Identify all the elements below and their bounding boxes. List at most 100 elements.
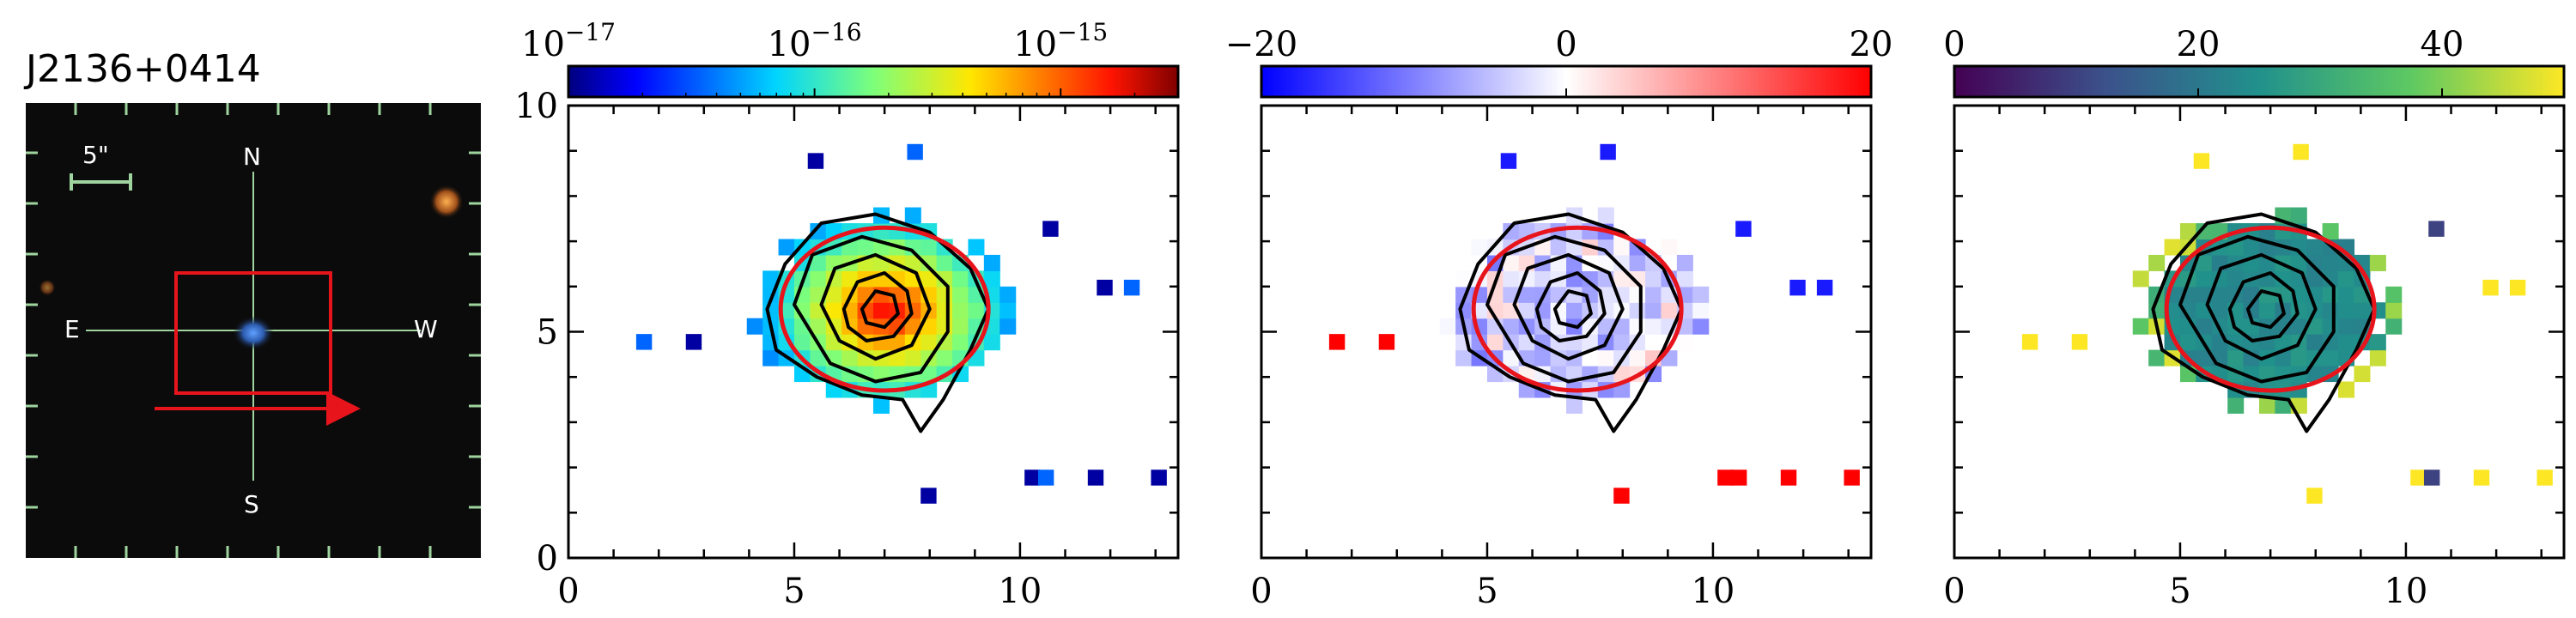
- compass-north: N: [243, 142, 261, 171]
- x-tick-label: 5: [783, 572, 805, 611]
- heatmap-pixel: [1582, 223, 1599, 240]
- heatmap-pixel: [1629, 334, 1646, 351]
- heatmap-pixel: [952, 318, 969, 335]
- heatmap-pixel: [936, 349, 953, 367]
- contour-line: [2205, 252, 2318, 361]
- heatmap-pixel: [857, 349, 874, 367]
- heatmap-pixel: [1582, 270, 1599, 288]
- x-tick-label: 10: [1691, 572, 1735, 611]
- heatmap-pixel: [2196, 270, 2213, 288]
- heatmap-pixel: [746, 318, 763, 335]
- heatmap-pixel: [1645, 318, 1662, 335]
- heatmap-pixel: [952, 302, 969, 319]
- stray-pixel: [2193, 153, 2210, 169]
- heatmap-pixel: [762, 302, 780, 319]
- heatmap-pixel: [2354, 366, 2371, 383]
- heatmap-pixel: [1629, 349, 1646, 367]
- heatmap-pixel: [2322, 334, 2339, 351]
- heatmap-pixel: [920, 254, 938, 271]
- compass-south: S: [244, 490, 259, 518]
- heatmap-pixel: [1455, 270, 1473, 288]
- heatmap-pixel: [1503, 270, 1520, 288]
- finder-star: [429, 185, 464, 219]
- heatmap-pixel: [1518, 302, 1535, 319]
- heatmap-pixel: [810, 270, 827, 288]
- heatmap-pixel: [1597, 349, 1614, 367]
- heatmap-pixel: [1676, 254, 1693, 271]
- finder-scale-label: 5": [82, 141, 109, 169]
- heatmap-pixel: [999, 302, 1017, 319]
- x-tick-label: 5: [2169, 572, 2190, 611]
- heatmap-pixel: [1629, 318, 1646, 335]
- stray-pixel: [2482, 279, 2499, 296]
- heatmap-pixel: [920, 270, 938, 288]
- heatmap-pixel: [968, 302, 985, 319]
- heatmap-pixel: [2306, 334, 2324, 351]
- heatmap-pixel: [2179, 223, 2196, 240]
- heatmap-pixel: [810, 223, 827, 240]
- heatmap-pixel: [2243, 239, 2260, 256]
- heatmap-pixel: [1439, 318, 1456, 335]
- heatmap-pixel: [1518, 286, 1535, 303]
- compass-east: E: [64, 315, 80, 343]
- heatmap-pixel: [2196, 254, 2213, 271]
- heatmap-pixel: [2243, 349, 2260, 367]
- heatmap-pixel: [2322, 349, 2339, 367]
- heatmap-pixel: [904, 207, 921, 224]
- heatmap-pixel: [1613, 254, 1631, 271]
- heatmap-pixel: [841, 349, 859, 367]
- contour-line: [2245, 289, 2286, 330]
- heatmap-pixel: [1550, 239, 1567, 256]
- heatmap-pixel: [904, 318, 921, 335]
- heatmap-pixel: [2290, 254, 2307, 271]
- stray-pixel: [807, 153, 824, 169]
- heatmap-pixel: [2354, 302, 2371, 319]
- heatmap-pixel: [2148, 349, 2166, 367]
- heatmap-pixel: [920, 334, 938, 351]
- heatmap-pixel: [825, 302, 842, 319]
- x-tick-label: 5: [1476, 572, 1498, 611]
- heatmap-pixel: [2385, 318, 2403, 335]
- heatmap-pixel: [952, 334, 969, 351]
- heatmap-pixel: [2290, 207, 2307, 224]
- heatmap-pixel: [2275, 223, 2292, 240]
- contour-line: [2227, 271, 2300, 342]
- heatmap-pixel: [2385, 302, 2403, 319]
- heatmap-pixel: [889, 223, 906, 240]
- stray-pixel: [1151, 470, 1167, 486]
- heatmap-pixel: [936, 254, 953, 271]
- heatmap-pixel: [2385, 286, 2403, 303]
- stray-pixel: [1500, 153, 1517, 169]
- stray-pixel: [1735, 221, 1752, 237]
- heatmap-pixel: [841, 270, 859, 288]
- heatmap-pixel: [1534, 349, 1552, 367]
- heatmap-pixel: [1692, 286, 1710, 303]
- heatmap-pixel: [1486, 302, 1504, 319]
- heatmap-pixel: [873, 397, 890, 414]
- heatmap-pixel: [2290, 302, 2307, 319]
- contour-line: [1485, 234, 1643, 384]
- heatmap-pixel: [1471, 239, 1488, 256]
- heatmap-pixel: [889, 318, 906, 335]
- heatmap-pixel: [2306, 239, 2324, 256]
- heatmap-pixel: [2148, 302, 2166, 319]
- heatmap-pixel: [2322, 223, 2339, 240]
- stray-pixel: [1378, 334, 1395, 350]
- heatmap-pixel: [762, 270, 780, 288]
- heatmap-pixel: [968, 239, 985, 256]
- heatmap-pixel: [936, 302, 953, 319]
- heatmap-pixel: [904, 349, 921, 367]
- y-tick-label: 5: [537, 313, 558, 353]
- stray-pixel: [2306, 488, 2323, 504]
- colorbar-tick-label: 40: [2421, 25, 2464, 64]
- finder-scale-bar: [70, 173, 132, 191]
- heatmap-pixel: [2338, 270, 2355, 288]
- heatmap-pixel: [2132, 270, 2149, 288]
- heatmap-pixel: [2322, 302, 2339, 319]
- heatmap-pixel: [1613, 366, 1631, 383]
- heatmap-pixel: [2369, 254, 2386, 271]
- heatmap-pixel: [1645, 286, 1662, 303]
- heatmap-pixel: [1503, 254, 1520, 271]
- colorbar-tick-label: 20: [1850, 25, 1893, 64]
